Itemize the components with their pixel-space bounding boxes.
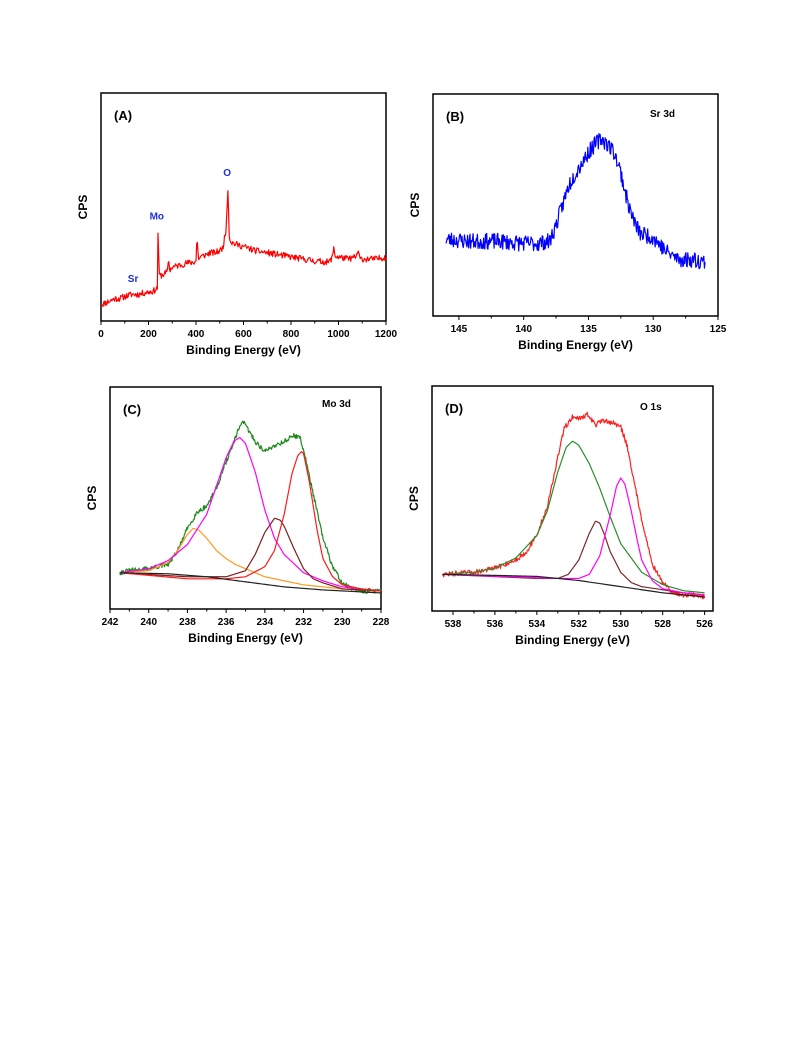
x-tick-label: 600 (235, 329, 252, 340)
x-tick-label: 238 (179, 617, 196, 628)
series-line-4 (119, 517, 382, 592)
x-tick-label: 232 (295, 617, 312, 628)
panel-d: 538 536 534 532 530 528 526 Binding Energy (eV)… (407, 385, 714, 647)
peak-annotation: Mo (150, 211, 164, 222)
series-line-3 (119, 437, 382, 592)
panel-a: 0 200 400 600 800 1000 1200 Binding Energy (eV)… (76, 92, 398, 357)
plot-frame (432, 93, 719, 317)
series-line-2 (442, 440, 705, 594)
series-line-6 (119, 572, 382, 594)
y-axis-title: CPS (85, 486, 99, 511)
x-axis-title: Binding Energy (eV) (518, 338, 633, 352)
plot-frame (431, 385, 714, 612)
x-tick-label: 800 (283, 329, 300, 340)
series-line-5 (442, 573, 705, 598)
panel-label: (C) (123, 402, 141, 417)
x-tick-label: 1200 (375, 329, 398, 340)
x-tick-label: 236 (218, 617, 235, 628)
x-tick-label: 125 (710, 324, 727, 335)
series-line-4 (442, 477, 705, 596)
panel-c: 242 240 238 236 234 232 230 228 Binding Energy (… (85, 386, 390, 645)
peak-annotation: Sr (128, 274, 139, 285)
x-axis-title: Binding Energy (eV) (188, 631, 303, 645)
x-tick-label: 1000 (327, 329, 350, 340)
y-axis-title: CPS (407, 486, 421, 511)
series-line-5 (119, 451, 382, 592)
x-tick-label: 528 (654, 619, 671, 630)
panel-b: 145 140 135 130 125 Binding Energy (eV) CPS (B)… (408, 93, 727, 352)
x-tick-label: 145 (451, 324, 468, 335)
x-tick-label: 536 (487, 619, 504, 630)
series-line-1 (445, 133, 706, 270)
panel-label: (D) (445, 401, 463, 416)
spectrum-label: O 1s (640, 402, 662, 413)
x-tick-label: 230 (334, 617, 351, 628)
x-tick-label: 538 (445, 619, 462, 630)
spectrum-label: Mo 3d (322, 399, 351, 410)
x-tick-label: 532 (570, 619, 587, 630)
x-tick-label: 0 (98, 329, 104, 340)
series-line-2 (119, 527, 382, 592)
x-tick-label: 242 (102, 617, 119, 628)
x-tick-label: 534 (529, 619, 546, 630)
y-axis-title: CPS (408, 193, 422, 218)
series-line-1 (100, 190, 387, 308)
x-tick-label: 240 (140, 617, 157, 628)
panel-label: (A) (114, 108, 132, 123)
x-axis-title: Binding Energy (eV) (186, 343, 301, 357)
x-tick-label: 400 (188, 329, 205, 340)
x-tick-label: 228 (373, 617, 390, 628)
x-tick-label: 140 (515, 324, 532, 335)
x-tick-label: 234 (257, 617, 274, 628)
x-tick-label: 530 (612, 619, 629, 630)
peak-annotation: O (223, 168, 231, 179)
y-axis-title: CPS (76, 195, 90, 220)
x-tick-label: 200 (140, 329, 157, 340)
x-tick-label: 135 (580, 324, 597, 335)
spectrum-label: Sr 3d (650, 109, 675, 120)
x-tick-label: 130 (645, 324, 662, 335)
panel-label: (B) (446, 109, 464, 124)
x-axis-title: Binding Energy (eV) (515, 633, 630, 647)
x-tick-label: 526 (696, 619, 713, 630)
